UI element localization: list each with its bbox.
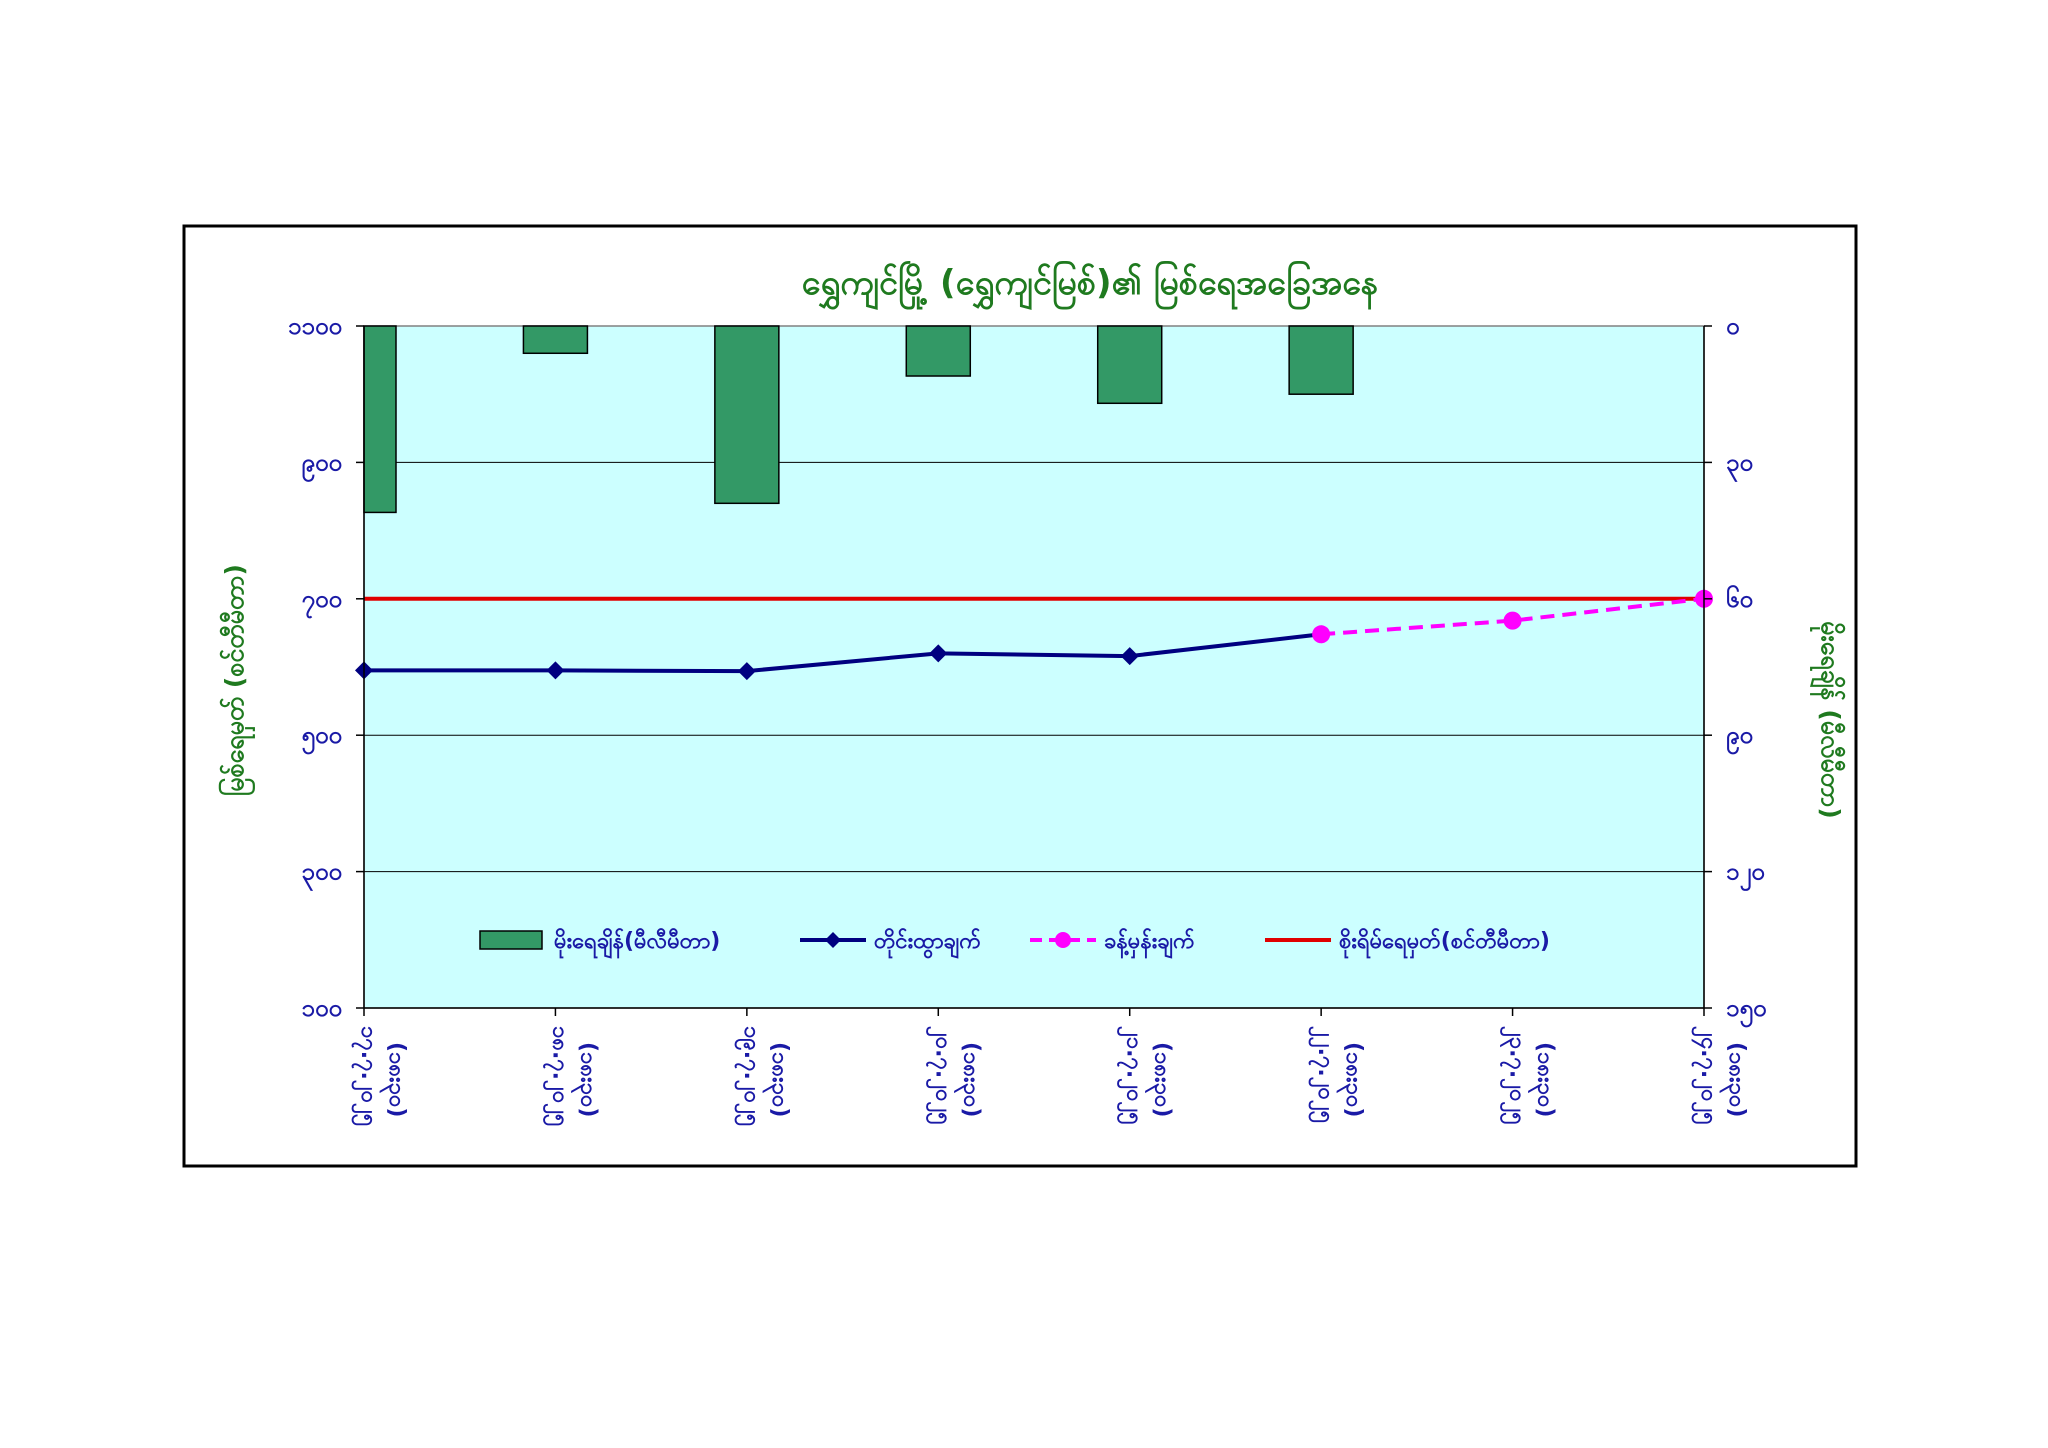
- data-lines: [355, 589, 1713, 681]
- plot-area: [363, 325, 1705, 1009]
- right-tick-label: ၆၀: [1726, 584, 1753, 613]
- rainfall-bar: [1096, 325, 1163, 405]
- forecast-point: [1503, 611, 1522, 630]
- forecast-point: [1312, 625, 1331, 644]
- observed-point: [737, 662, 756, 681]
- right-tick-label: ၀: [1726, 312, 1740, 340]
- left-tick-label: ၁၀၀: [302, 994, 343, 1022]
- rainfall-bar: [714, 325, 780, 505]
- legend-label: မိုးရေချိန်(မီလီမီတာ): [554, 927, 720, 959]
- legend-label: တိုင်းထွာချက်: [874, 927, 981, 959]
- rainfall-bars: [363, 325, 1354, 514]
- rainfall-bar: [522, 325, 589, 355]
- chart-title: ရွှေကျင်မြို့ (ရွှေကျင်မြစ်)၏ မြစ်ရေအခြေ…: [802, 262, 1379, 310]
- legend-label: ခန့်မှန်းချက်: [1104, 927, 1195, 959]
- rainfall-bar: [905, 325, 972, 377]
- legend-marker-observed: [825, 932, 841, 948]
- legend: မိုးရေချိန်(မီလီမီတာ) တိုင်းထွာချက် ခန့်မှ…: [479, 927, 1550, 959]
- observed-point: [546, 661, 565, 680]
- left-tick-label: ၁၁၀၀: [288, 312, 342, 340]
- observed-line: [364, 632, 1322, 674]
- observed-point: [929, 644, 948, 663]
- legend-label: စိုးရိမ်ရေမှတ်(စင်တီမီတာ): [1339, 927, 1550, 959]
- forecast-line: [1321, 596, 1705, 637]
- legend-marker-forecast: [1055, 932, 1071, 948]
- rainfall-bar: [363, 325, 397, 514]
- rainfall-bar: [1288, 325, 1354, 395]
- observed-point: [1120, 647, 1139, 666]
- legend-swatch-rainfall: [479, 930, 543, 950]
